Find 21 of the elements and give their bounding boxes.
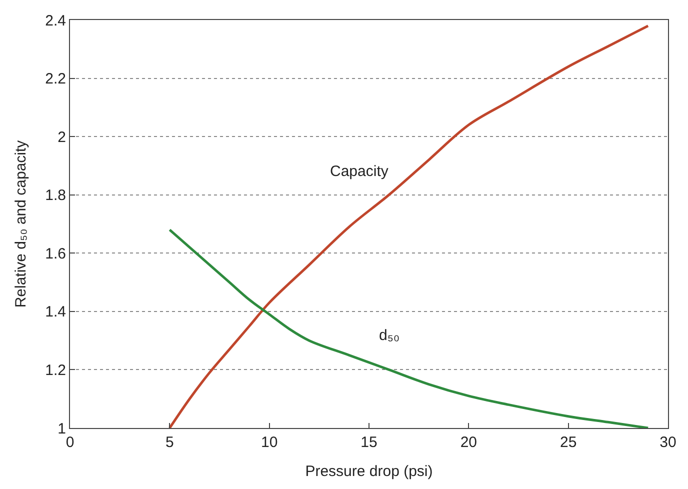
x-axis-title: Pressure drop (psi) <box>305 463 433 480</box>
y-tick-label: 1.6 <box>45 245 66 262</box>
y-tick-label: 1.2 <box>45 362 66 379</box>
series-label: d₅₀ <box>379 327 400 344</box>
y-tick-label: 1.4 <box>45 304 66 321</box>
x-tick-label: 25 <box>560 434 577 451</box>
line-series <box>168 24 650 428</box>
x-tick-label: 0 <box>66 434 74 451</box>
y-tick-label: 1.8 <box>45 187 66 204</box>
y-tick-label: 2.2 <box>45 70 66 88</box>
y-tick-label: 2 <box>58 128 66 146</box>
x-tick-label: 30 <box>660 434 676 451</box>
y-tick-label: 1 <box>58 420 66 438</box>
x-tick-label: 10 <box>260 434 278 451</box>
series-label: Capacity <box>330 163 389 180</box>
x-tick-label: 20 <box>460 434 478 451</box>
x-tick-label: 5 <box>166 434 174 451</box>
line-series <box>168 228 650 428</box>
y-axis-title: Relative d₅₀ and capacity <box>12 140 30 308</box>
y-tick-label: 2.4 <box>45 12 66 30</box>
x-tick-label: 15 <box>360 434 378 451</box>
